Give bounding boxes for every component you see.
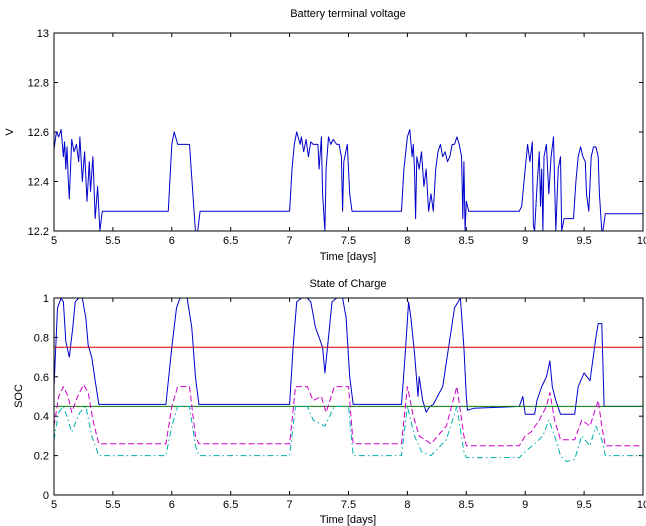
voltage-chart-ytick-label: 12.2 [28,226,49,238]
voltage-chart-xtick-label: 9 [522,235,528,247]
voltage-chart-ylabel: V [4,128,16,136]
soc-chart-lines [53,297,643,462]
soc-chart-xtick-label: 10 [637,499,646,511]
soc-chart-xtick-label: 6 [169,499,175,511]
voltage-chart-frame [53,32,644,232]
soc-chart-ytick-label: 0.8 [34,332,49,344]
voltage-chart-xtick-label: 5 [51,235,57,247]
soc-chart-xtick-label: 5 [51,499,57,511]
soc-chart-frame [53,297,644,496]
soc-chart-xtick-label: 6.5 [223,499,238,511]
voltage-chart-ticks: 5 5.5 6 6.5 7 7.5 8 8.5 9 9.5 10 12.2 12.4 12.6 12.8 13 [28,28,646,247]
voltage-chart-xtick-label: 8.5 [459,235,474,247]
voltage-chart-ytick-label: 12.6 [28,127,49,139]
soc-chart-ylabel: SOC [13,384,25,408]
voltage-chart-xtick-label: 6 [169,235,175,247]
voltage-chart-ytick-label: 12.8 [28,78,49,90]
voltage-chart-xtick-label: 9.5 [576,235,591,247]
voltage-chart: Battery terminal voltage Time [days] V 5… [4,8,646,263]
soc-chart-xtick-label: 8 [404,499,410,511]
voltage-chart-xtick-label: 8 [404,235,410,247]
voltage-chart-xtick-label: 5.5 [105,235,120,247]
soc-chart-ticks: 5 5.5 6 6.5 7 7.5 8 8.5 9 9.5 10 0 0.2 0.4 0.6 0.8 1 [34,293,646,511]
soc-chart: State of Charge Time [days] SOC 5 5.5 6 6.5… [13,278,646,526]
voltage-chart-xlabel: Time [days] [320,251,376,263]
soc-chart-xlabel: Time [days] [320,514,376,526]
voltage-chart-xtick-label: 6.5 [223,235,238,247]
soc-chart-xtick-label: 5.5 [105,499,120,511]
soc-chart-ytick-label: 0.2 [34,451,49,463]
soc-chart-series-line [53,384,643,447]
soc-chart-ytick-label: 0.6 [34,372,49,384]
voltage-chart-xtick-label: 7.5 [341,235,356,247]
soc-chart-title: State of Charge [309,278,386,290]
soc-chart-xtick-label: 9.5 [576,499,591,511]
soc-chart-series-line [53,405,643,462]
soc-chart-ytick-label: 0 [43,490,49,502]
soc-chart-series-line [53,297,643,415]
voltage-chart-series-line [53,129,643,232]
soc-chart-ytick-label: 1 [43,293,49,305]
voltage-chart-xtick-label: 7 [287,235,293,247]
soc-chart-ytick-label: 0.4 [34,411,49,423]
soc-chart-xtick-label: 7.5 [341,499,356,511]
voltage-chart-ytick-label: 13 [37,28,49,40]
voltage-chart-lines [53,129,643,232]
soc-chart-xtick-label: 9 [522,499,528,511]
voltage-chart-xtick-label: 10 [637,235,646,247]
soc-chart-xtick-label: 7 [287,499,293,511]
voltage-chart-title: Battery terminal voltage [290,8,406,20]
voltage-chart-ytick-label: 12.4 [28,177,49,189]
soc-chart-xtick-label: 8.5 [459,499,474,511]
